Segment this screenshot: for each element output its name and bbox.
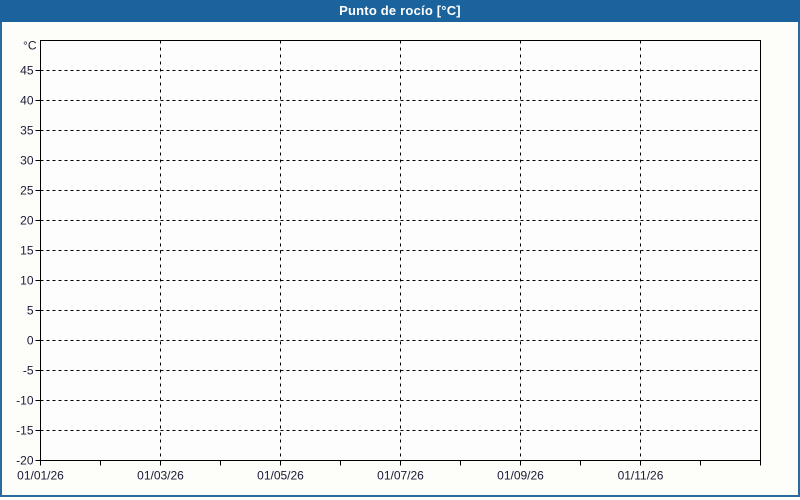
svg-text:15: 15 xyxy=(20,244,34,258)
svg-text:40: 40 xyxy=(20,94,34,108)
svg-text:5: 5 xyxy=(27,304,34,318)
svg-text:10: 10 xyxy=(20,274,34,288)
svg-text:-10: -10 xyxy=(16,394,34,408)
svg-text:25: 25 xyxy=(20,184,34,198)
svg-text:01/11/26: 01/11/26 xyxy=(618,469,664,483)
panel-border-bottom xyxy=(0,495,800,497)
svg-text:-20: -20 xyxy=(16,454,34,468)
panel-border-right xyxy=(798,22,800,497)
chart-title: Punto de rocío [°C] xyxy=(339,3,461,18)
svg-text:-5: -5 xyxy=(23,364,34,378)
svg-text:-15: -15 xyxy=(16,424,34,438)
chart-svg: 45 40 35 30 25 20 15 10 5 0 -5 -10 -15 -20 °C 01/01/26 0… xyxy=(16,39,761,483)
svg-text:20: 20 xyxy=(20,214,34,228)
svg-text:01/09/26: 01/09/26 xyxy=(497,469,544,483)
svg-text:01/07/26: 01/07/26 xyxy=(377,469,424,483)
svg-text:01/03/26: 01/03/26 xyxy=(137,469,184,483)
svg-text:°C: °C xyxy=(23,39,37,53)
svg-text:30: 30 xyxy=(20,154,34,168)
svg-text:0: 0 xyxy=(27,334,34,348)
svg-text:35: 35 xyxy=(20,124,34,138)
chart-area: 45 40 35 30 25 20 15 10 5 0 -5 -10 -15 -20 °C 01/01/26 0… xyxy=(0,22,800,500)
svg-text:01/05/26: 01/05/26 xyxy=(257,469,304,483)
chart-title-bar: Punto de rocío [°C] xyxy=(0,0,800,22)
svg-text:45: 45 xyxy=(20,64,34,78)
svg-text:01/01/26: 01/01/26 xyxy=(17,469,64,483)
panel-border-left xyxy=(0,22,2,497)
